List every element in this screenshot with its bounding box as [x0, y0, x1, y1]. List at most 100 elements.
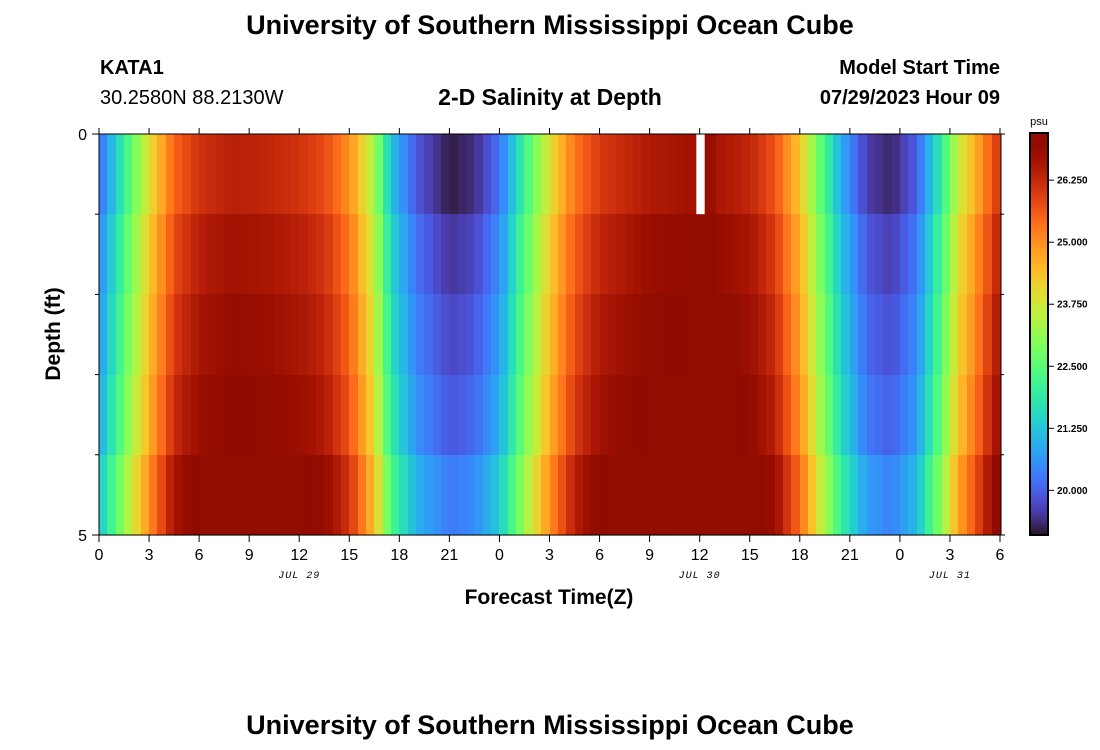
colorbar-segment: [1030, 299, 1048, 303]
heatmap-cell: [283, 294, 292, 376]
colorbar-segment: [1030, 366, 1048, 369]
heatmap-cell: [583, 214, 592, 295]
heatmap-cell: [232, 375, 242, 456]
heatmap-cell: [216, 375, 225, 456]
colorbar-segment: [1030, 149, 1048, 152]
colorbar-segment: [1030, 301, 1048, 305]
heatmap-cell: [474, 375, 484, 456]
heatmap-cell: [708, 455, 717, 536]
heatmap-cell: [741, 375, 751, 456]
heatmap-cell: [408, 214, 417, 295]
heatmap-cell: [399, 134, 409, 215]
colorbar-segment: [1030, 235, 1048, 239]
heatmap-cell: [833, 214, 842, 295]
colorbar-segment: [1030, 255, 1048, 259]
heatmap-cell: [958, 455, 968, 536]
heatmap-cell: [441, 214, 450, 295]
heatmap-cell: [683, 375, 692, 456]
heatmap-cell: [958, 214, 968, 295]
heatmap-cell: [983, 214, 993, 295]
heatmap-cell: [958, 134, 968, 215]
heatmap-cell: [783, 294, 792, 376]
heatmap-cell: [491, 455, 500, 536]
heatmap-cell: [758, 294, 767, 376]
heatmap-cell: [349, 455, 359, 536]
heatmap-cell: [258, 214, 267, 295]
heatmap-cell: [499, 214, 509, 295]
heatmap-cell: [708, 294, 717, 376]
heatmap-cell: [558, 375, 567, 456]
x-tick-label: 0: [95, 547, 104, 564]
heatmap-cell: [641, 455, 651, 536]
heatmap-cell: [157, 214, 167, 295]
heatmap-cell: [775, 214, 784, 295]
heatmap-cell: [883, 214, 893, 295]
heatmap-cell: [141, 375, 150, 456]
heatmap-cell: [399, 375, 409, 456]
colorbar-segment: [1030, 448, 1048, 452]
heatmap-cell: [858, 214, 868, 295]
colorbar-segment: [1030, 191, 1048, 194]
heatmap-cell: [366, 455, 375, 536]
heatmap-cell: [199, 134, 208, 215]
heatmap-cell: [858, 294, 868, 376]
colorbar-segment: [1030, 267, 1048, 271]
heatmap-cell: [249, 134, 259, 215]
heatmap-cell: [408, 375, 417, 456]
heatmap-cell: [825, 455, 834, 536]
heatmap-cell: [299, 294, 309, 376]
heatmap-cell: [741, 455, 751, 536]
x-tick-label: 0: [895, 547, 904, 564]
heatmap-cell: [349, 214, 359, 295]
heatmap-cell: [474, 455, 484, 536]
colorbar-segment: [1030, 470, 1048, 474]
heatmap-cell: [608, 455, 617, 536]
heatmap-cell: [191, 214, 200, 295]
heatmap-cell: [716, 134, 726, 215]
heatmap-cell: [483, 134, 492, 215]
heatmap-cell: [775, 134, 784, 215]
colorbar-segment: [1030, 331, 1048, 335]
heatmap-cell: [800, 455, 809, 536]
x-tick-label: 9: [245, 547, 254, 564]
heatmap-cell: [633, 455, 642, 536]
colorbar-segment: [1030, 372, 1048, 375]
colorbar-segment: [1030, 195, 1048, 198]
heatmap-cell: [683, 214, 692, 295]
heatmap-cell: [741, 134, 751, 215]
colorbar-segment: [1030, 398, 1048, 401]
colorbar-segment: [1030, 249, 1048, 253]
heatmap-cell: [124, 455, 133, 536]
colorbar-segment: [1030, 488, 1048, 492]
x-tick-label: 3: [545, 547, 554, 564]
heatmap-cell: [416, 294, 425, 376]
model-start-label: Model Start Time: [839, 57, 1000, 79]
heatmap-cell: [166, 294, 175, 376]
heatmap-cell: [174, 214, 183, 295]
heatmap-cell: [458, 375, 467, 456]
heatmap-cell: [107, 134, 117, 215]
heatmap-cell: [266, 294, 275, 376]
colorbar-segment: [1030, 396, 1048, 399]
colorbar-segment: [1030, 452, 1048, 456]
heatmap-cell: [908, 375, 918, 456]
heatmap-cell: [558, 294, 567, 376]
heatmap-cell: [541, 134, 551, 215]
heatmap-cell: [933, 294, 943, 376]
heatmap-cell: [433, 455, 442, 536]
colorbar-segment: [1030, 490, 1048, 494]
colorbar-segment: [1030, 500, 1048, 504]
heatmap-cell: [441, 134, 450, 215]
heatmap-cell: [733, 294, 742, 376]
heatmap-cell: [174, 375, 183, 456]
heatmap-cell: [641, 375, 651, 456]
heatmap-cell: [466, 375, 475, 456]
chart-title: 2-D Salinity at Depth: [438, 84, 662, 110]
colorbar-segment: [1030, 504, 1048, 508]
heatmap-cell: [316, 375, 325, 456]
heatmap-cell: [591, 214, 601, 295]
colorbar-segment: [1030, 189, 1048, 192]
heatmap-cell: [925, 214, 934, 295]
heatmap-cell: [558, 455, 567, 536]
heatmap-cell: [691, 294, 701, 376]
